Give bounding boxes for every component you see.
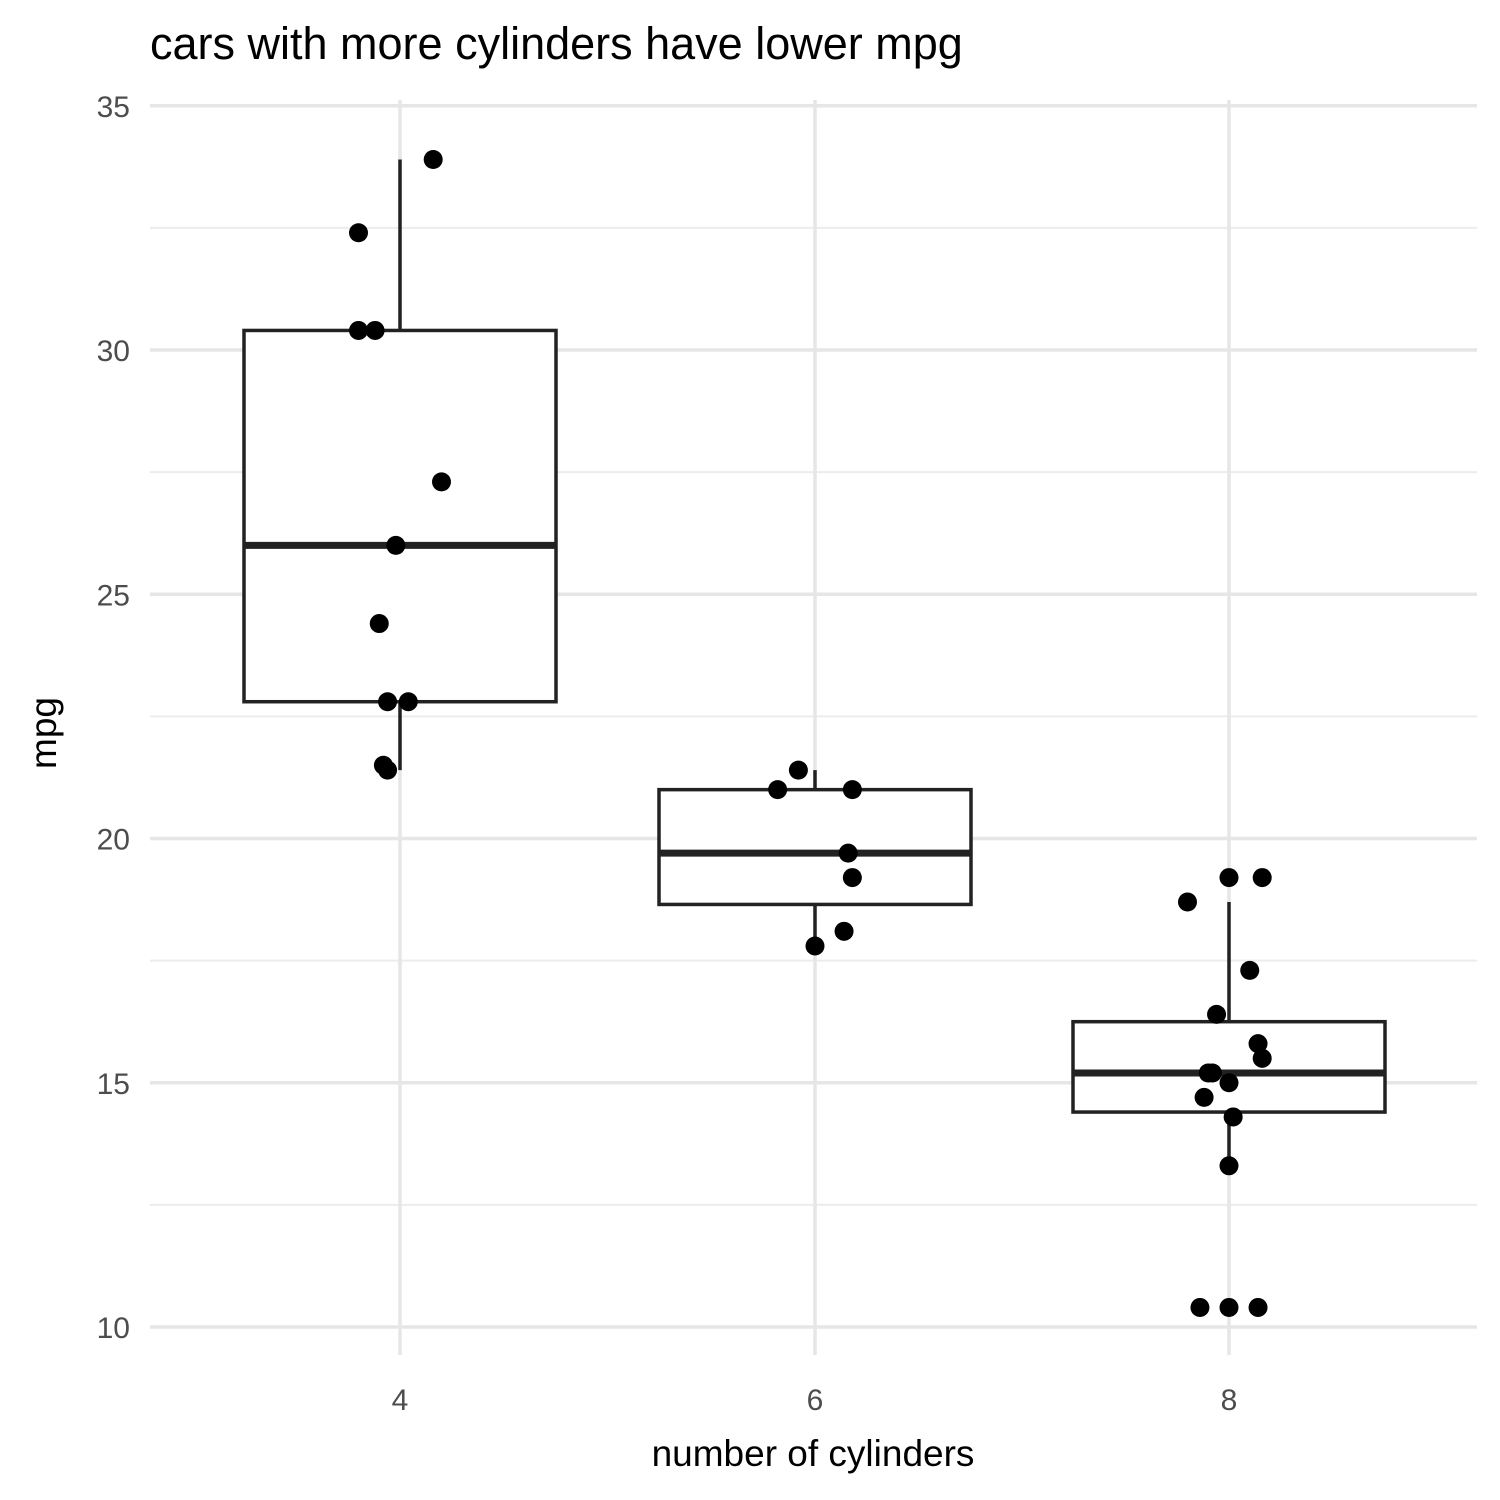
data-point [1252,1048,1272,1068]
box-6 [657,770,973,946]
data-point [398,692,418,712]
data-point [378,760,398,780]
data-point [365,320,385,340]
data-point [1223,1107,1243,1127]
data-point [1252,868,1272,888]
y-axis-title: mpg [23,697,64,769]
data-point [1219,1073,1239,1093]
data-point [1202,1063,1222,1083]
data-point [349,320,368,340]
data-point [842,780,862,800]
data-point [788,760,808,780]
chart-title: cars with more cylinders have lower mpg [150,18,963,69]
data-point [378,692,398,712]
data-point [369,614,389,634]
y-tick-label: 10 [97,1312,130,1345]
x-tick-label: 6 [807,1384,824,1417]
x-tick-label: 4 [392,1384,409,1417]
data-point [386,535,406,555]
data-point [805,936,825,956]
data-point [1240,960,1260,980]
y-tick-label: 20 [97,824,130,857]
data-point [1194,1087,1214,1107]
data-point [423,149,443,169]
y-tick-label: 25 [97,579,130,612]
grid-lines [150,100,1477,1355]
x-tick-label: 8 [1221,1384,1238,1417]
data-points [349,149,1272,1317]
box-body [242,328,558,704]
box-body [657,787,973,907]
y-tick-label: 35 [97,91,130,124]
data-point [842,868,862,888]
data-point [1248,1034,1268,1054]
data-point [1219,1156,1239,1176]
data-point [834,921,854,941]
data-point [1219,1297,1239,1317]
box-4 [242,159,558,771]
data-point [1207,1004,1227,1024]
data-point [1178,892,1197,912]
data-point [838,843,858,863]
x-axis-title: number of cylinders [652,1433,975,1474]
data-point [349,223,368,243]
y-tick-label: 15 [97,1068,130,1101]
box-8 [1071,902,1387,1166]
tick-labels: 10 15 20 25 30 35 4 6 8 [97,91,1238,1417]
data-point [1219,868,1239,888]
data-point [1248,1297,1268,1317]
data-point [768,780,788,800]
y-tick-label: 30 [97,335,130,368]
data-point [432,472,451,492]
box-body [1071,1019,1387,1114]
data-point [1190,1297,1210,1317]
